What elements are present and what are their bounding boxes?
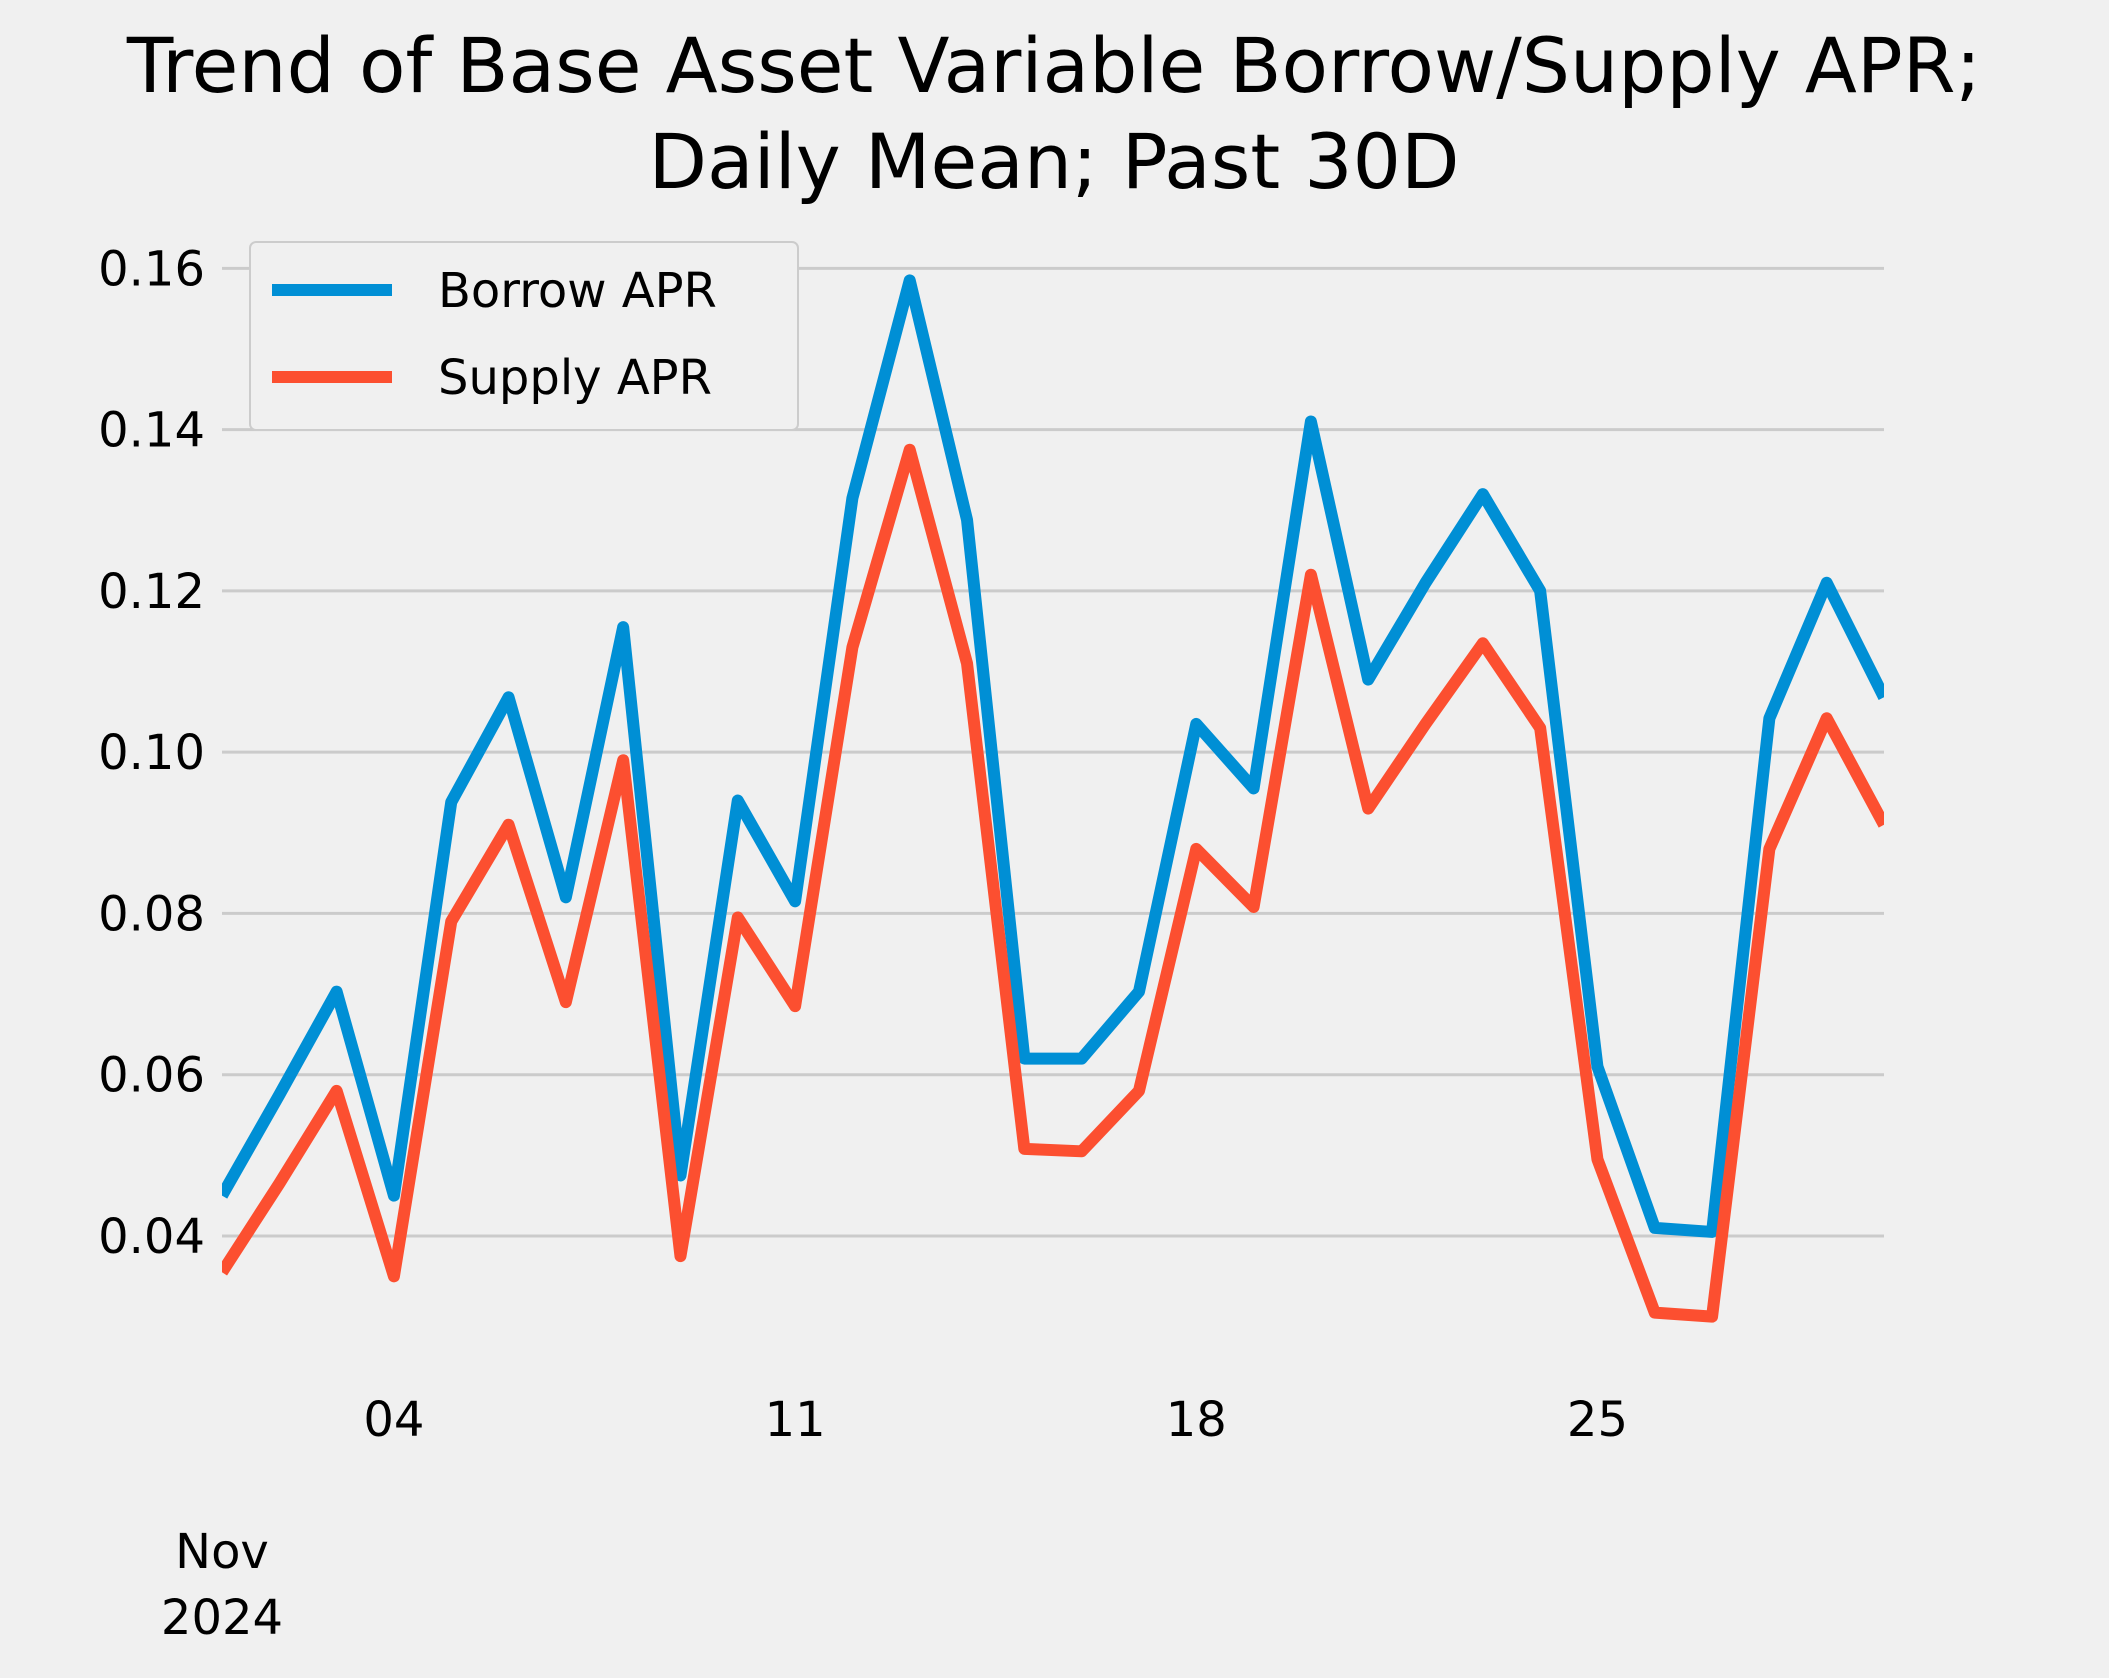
legend: Borrow APR Supply APR xyxy=(249,241,799,431)
x-tick-label: 11 xyxy=(765,1392,826,1448)
x-tick-label: 25 xyxy=(1567,1392,1628,1448)
y-tick-label: 0.16 xyxy=(98,241,205,297)
y-tick-label: 0.08 xyxy=(98,886,205,942)
x-axis-month-year-label: Nov 2024 xyxy=(161,1524,283,1646)
y-tick-label: 0.06 xyxy=(98,1048,205,1104)
x-axis-year-label: 2024 xyxy=(161,1590,283,1646)
y-axis-tick-labels: 0.04 0.06 0.08 0.10 0.12 0.14 0.16 xyxy=(98,241,205,1265)
y-tick-label: 0.10 xyxy=(98,725,205,781)
y-tick-label: 0.14 xyxy=(98,403,205,459)
series-lines xyxy=(222,274,1884,1323)
chart-title-line-2: Daily Mean; Past 30D xyxy=(648,117,1459,206)
series-line-borrow-apr xyxy=(222,274,1884,1238)
x-tick-label: 18 xyxy=(1166,1392,1227,1448)
chart-title: Trend of Base Asset Variable Borrow/Supp… xyxy=(126,21,1981,206)
legend-label-supply: Supply APR xyxy=(438,350,712,406)
x-tick-label: 04 xyxy=(363,1392,424,1448)
series-line-supply-apr xyxy=(222,443,1884,1323)
chart-title-line-1: Trend of Base Asset Variable Borrow/Supp… xyxy=(126,21,1981,110)
x-axis-tick-labels: 04 11 18 25 xyxy=(363,1392,1628,1448)
y-tick-label: 0.12 xyxy=(98,564,205,620)
y-tick-label: 0.04 xyxy=(98,1209,205,1265)
legend-label-borrow: Borrow APR xyxy=(438,263,717,319)
x-axis-month-label: Nov xyxy=(175,1524,269,1580)
